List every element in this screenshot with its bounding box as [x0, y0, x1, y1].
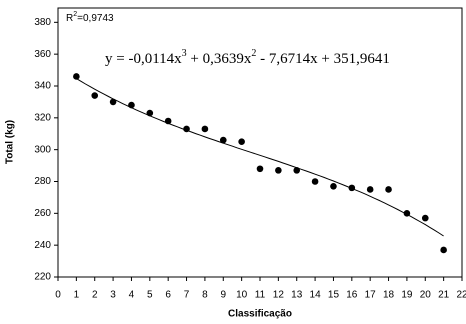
x-tick-label: 15: [328, 290, 340, 301]
y-tick-label: 380: [34, 17, 51, 28]
trendline: [76, 78, 444, 237]
point: [219, 136, 227, 144]
point: [146, 109, 154, 117]
point: [238, 138, 245, 146]
x-tick-label: 5: [147, 290, 153, 301]
point: [421, 214, 429, 222]
x-tick-label: 22: [456, 290, 466, 301]
x-tick-label: 10: [236, 290, 248, 301]
point: [128, 101, 135, 109]
x-tick-label: 11: [255, 290, 266, 301]
plot-frame: [57, 7, 463, 278]
x-tick-label: 12: [273, 290, 285, 301]
y-axis-title: Total (kg): [5, 120, 16, 164]
y-tick-label: 300: [34, 144, 51, 155]
y-tick-label: 360: [34, 49, 51, 60]
eq-term: + 0,3639x: [190, 51, 251, 67]
point: [275, 167, 282, 174]
point: [385, 186, 392, 193]
eq-exponent: 3: [182, 48, 187, 59]
x-tick-label: 20: [420, 290, 432, 301]
point: [73, 73, 80, 80]
point: [201, 125, 209, 133]
point: [311, 178, 319, 185]
y-tick-label: 280: [34, 176, 51, 187]
eq-term: + 351,9641: [321, 51, 389, 67]
trend-equation: y = -0,0114x3 + 0,3639x2 - 7,6714x + 351…: [105, 48, 390, 67]
eq-term: -0,0114x: [128, 51, 182, 67]
point: [109, 98, 117, 106]
y-tick-label: 340: [34, 81, 51, 92]
x-tick-label: 6: [165, 290, 171, 301]
x-tick-label: 17: [365, 290, 377, 301]
eq-prefix: y =: [105, 51, 128, 67]
point: [366, 186, 374, 193]
point: [164, 117, 172, 125]
x-tick-label: 14: [310, 290, 322, 301]
y-tick-label: 240: [34, 240, 51, 251]
point: [440, 246, 447, 254]
x-tick-label: 9: [220, 290, 226, 301]
x-tick-label: 21: [438, 290, 450, 301]
point: [293, 167, 301, 174]
x-tick-label: 7: [184, 290, 190, 301]
point: [183, 125, 190, 133]
point: [403, 210, 411, 217]
eq-term: - 7,6714x: [260, 51, 318, 67]
r-value: =0,9743: [77, 13, 114, 24]
x-tick-label: 0: [55, 290, 61, 301]
point: [256, 165, 264, 173]
y-tick-label: 320: [34, 112, 51, 123]
x-tick-label: 3: [110, 290, 116, 301]
r-label: R: [66, 13, 73, 24]
r-exponent: 2: [73, 11, 77, 18]
y-tick-label: 260: [34, 208, 51, 219]
r-squared: R2=0,9743: [66, 11, 114, 24]
x-axis-title: Classificação: [228, 309, 292, 320]
point: [330, 182, 337, 190]
x-tick-label: 8: [202, 290, 208, 301]
x-tick-label: 19: [401, 290, 413, 301]
x-tick-label: 1: [74, 290, 80, 301]
point: [91, 92, 99, 99]
point: [348, 184, 356, 192]
x-tick-label: 4: [129, 290, 135, 301]
x-tick-label: 18: [383, 290, 395, 301]
eq-exponent: 2: [251, 48, 256, 59]
x-tick-label: 2: [92, 290, 98, 301]
y-tick-label: 220: [34, 272, 51, 283]
x-tick-label: 16: [346, 290, 358, 301]
x-tick-label: 13: [291, 290, 303, 301]
